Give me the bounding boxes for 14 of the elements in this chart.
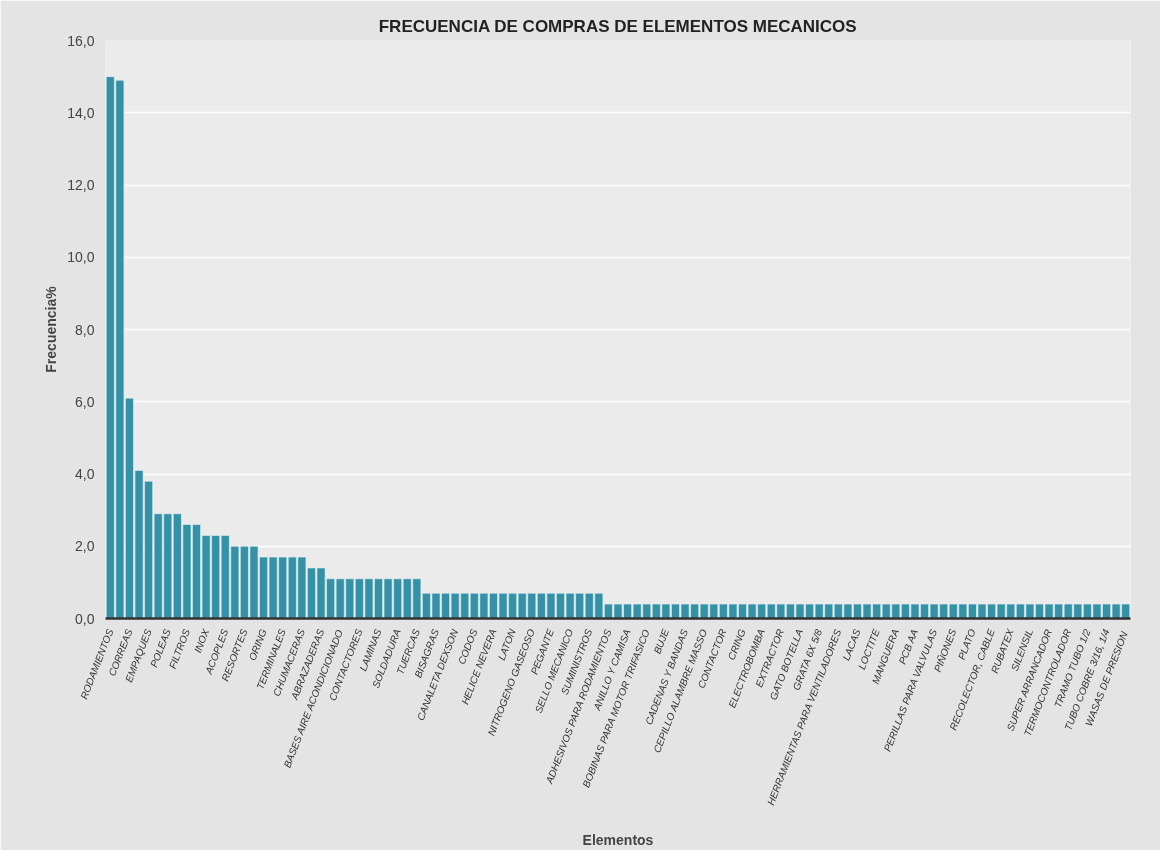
chart-title: FRECUENCIA DE COMPRAS DE ELEMENTOS MECANICOS	[378, 16, 857, 36]
y-tick-label: 4,0	[75, 466, 95, 482]
y-tick-label: 0,0	[75, 610, 95, 627]
y-axis-title: Frecuencia%	[43, 285, 60, 373]
x-axis-title: Elementos	[582, 831, 654, 848]
y-tick-label: 10,0	[67, 249, 95, 266]
y-tick-label: 16,0	[67, 32, 95, 49]
y-tick-label: 14,0	[67, 104, 95, 121]
y-tick-label: 12,0	[67, 177, 95, 193]
x-tick-label: PLATO	[955, 627, 978, 662]
y-tick-label: 8,0	[75, 321, 95, 338]
y-tick-label: 6,0	[75, 393, 95, 410]
x-tick-label: BUJE	[651, 627, 672, 656]
y-tick-label: 2,0	[75, 538, 95, 555]
